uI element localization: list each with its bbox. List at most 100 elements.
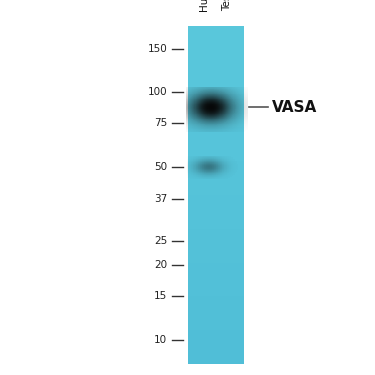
- Bar: [212, 174, 213, 175]
- Bar: [202, 171, 203, 172]
- Bar: [220, 175, 221, 176]
- Bar: [236, 170, 237, 171]
- Bar: [247, 118, 248, 119]
- Bar: [229, 100, 230, 101]
- Bar: [218, 96, 219, 97]
- Bar: [188, 94, 244, 95]
- Bar: [194, 99, 195, 100]
- Bar: [243, 89, 244, 90]
- Bar: [226, 115, 227, 116]
- Bar: [214, 175, 215, 176]
- Bar: [190, 176, 191, 177]
- Bar: [222, 118, 223, 119]
- Bar: [192, 122, 193, 123]
- Bar: [219, 168, 220, 169]
- Bar: [235, 169, 236, 170]
- Bar: [191, 126, 192, 127]
- Bar: [201, 110, 202, 111]
- Bar: [215, 104, 216, 105]
- Bar: [202, 107, 203, 108]
- Bar: [226, 123, 227, 124]
- Bar: [194, 128, 195, 129]
- Bar: [202, 108, 203, 109]
- Bar: [242, 131, 243, 132]
- Bar: [233, 110, 234, 111]
- Bar: [191, 90, 192, 91]
- Bar: [200, 168, 201, 169]
- Bar: [236, 104, 237, 105]
- Bar: [211, 99, 212, 100]
- Bar: [234, 118, 235, 119]
- Bar: [223, 111, 224, 112]
- Bar: [217, 91, 218, 92]
- Bar: [225, 127, 226, 128]
- Bar: [195, 95, 196, 96]
- Bar: [228, 97, 229, 98]
- Bar: [208, 162, 209, 163]
- Bar: [226, 122, 227, 123]
- Bar: [208, 163, 209, 164]
- Bar: [229, 101, 230, 102]
- Bar: [204, 104, 205, 105]
- Bar: [217, 96, 218, 97]
- Bar: [213, 121, 214, 122]
- Bar: [200, 98, 201, 99]
- Bar: [205, 113, 206, 114]
- Bar: [213, 115, 214, 116]
- Bar: [208, 100, 209, 101]
- Bar: [217, 156, 218, 157]
- Bar: [239, 107, 240, 108]
- Bar: [186, 106, 187, 107]
- Bar: [216, 123, 217, 124]
- Bar: [209, 124, 210, 125]
- Bar: [203, 117, 204, 118]
- Bar: [208, 113, 209, 114]
- Bar: [210, 125, 211, 126]
- Bar: [195, 178, 196, 179]
- Bar: [243, 121, 244, 122]
- Bar: [222, 172, 223, 173]
- Bar: [215, 157, 216, 158]
- Bar: [219, 171, 220, 172]
- Bar: [223, 117, 224, 118]
- Bar: [188, 332, 244, 333]
- Bar: [213, 110, 214, 111]
- Bar: [242, 102, 243, 103]
- Bar: [226, 106, 227, 107]
- Bar: [209, 107, 210, 108]
- Bar: [195, 96, 196, 97]
- Bar: [211, 115, 212, 116]
- Bar: [198, 166, 199, 167]
- Bar: [211, 161, 212, 162]
- Bar: [222, 119, 223, 120]
- Bar: [191, 176, 192, 177]
- Bar: [190, 167, 191, 168]
- Bar: [220, 161, 221, 162]
- Bar: [221, 115, 222, 116]
- Bar: [230, 129, 231, 130]
- Bar: [189, 87, 190, 88]
- Bar: [242, 89, 243, 90]
- Bar: [236, 94, 237, 95]
- Bar: [231, 167, 232, 168]
- Bar: [236, 98, 237, 99]
- Bar: [226, 156, 227, 157]
- Bar: [215, 125, 216, 126]
- Bar: [215, 113, 216, 114]
- Bar: [225, 91, 226, 92]
- Bar: [213, 162, 214, 163]
- Bar: [208, 120, 209, 121]
- Bar: [195, 111, 196, 112]
- Bar: [213, 129, 214, 130]
- Bar: [203, 91, 204, 92]
- Bar: [199, 167, 200, 168]
- Bar: [216, 106, 217, 107]
- Bar: [239, 129, 240, 130]
- Bar: [226, 165, 227, 166]
- Bar: [230, 125, 231, 126]
- Bar: [235, 127, 236, 128]
- Bar: [195, 101, 196, 102]
- Bar: [213, 103, 214, 104]
- Bar: [216, 126, 217, 127]
- Bar: [225, 100, 226, 101]
